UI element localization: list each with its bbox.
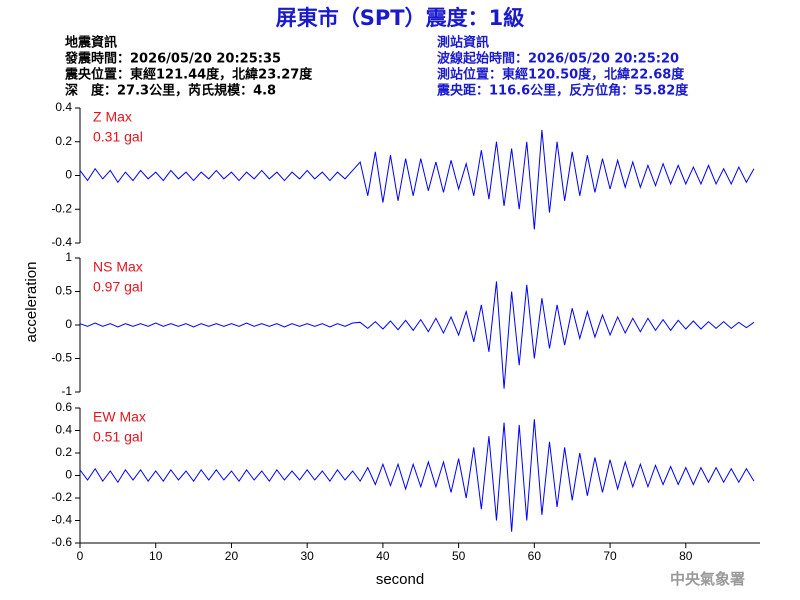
x-tick-label: 70 bbox=[603, 549, 617, 563]
x-axis-label: second bbox=[376, 571, 424, 588]
y-tick-label: -0.6 bbox=[51, 535, 72, 549]
station-line: 波線起始時間：2026/05/20 20:25:20 bbox=[437, 51, 679, 67]
station-line: 測站資訊 bbox=[437, 35, 489, 51]
y-tick-label: 0.4 bbox=[55, 100, 72, 114]
title: 屏東市（SPT）震度：1級 bbox=[276, 6, 524, 30]
y-tick-label: -0.2 bbox=[51, 201, 72, 215]
y-tick-label: 0 bbox=[65, 468, 72, 482]
panel-label: NS Max bbox=[93, 259, 143, 275]
x-tick-label: 40 bbox=[376, 549, 390, 563]
x-tick-label: 80 bbox=[679, 549, 693, 563]
panel-max: 0.97 gal bbox=[93, 279, 143, 295]
panel-max: 0.31 gal bbox=[93, 129, 143, 145]
y-tick-label: 0.6 bbox=[55, 400, 72, 414]
info-line: 深 度：27.3公里，芮氏規模：4.8 bbox=[65, 83, 276, 99]
y-tick-label: -1 bbox=[61, 384, 72, 398]
info-line: 發震時間：2026/05/20 20:25:35 bbox=[64, 51, 281, 67]
waveform bbox=[79, 419, 755, 532]
station-line: 震央距：116.6公里，反方位角：55.82度 bbox=[436, 83, 689, 99]
y-tick-label: -0.5 bbox=[51, 351, 72, 365]
station-line: 測站位置：東經120.50度，北緯22.68度 bbox=[437, 67, 685, 83]
waveform bbox=[79, 129, 755, 230]
y-tick-label: 0.2 bbox=[55, 134, 72, 148]
y-tick-label: -0.2 bbox=[51, 490, 72, 504]
y-tick-label: 1 bbox=[65, 250, 72, 264]
y-tick-label: 0.5 bbox=[55, 284, 72, 298]
footer: 中央氣象署 bbox=[670, 570, 745, 588]
y-tick-label: -0.4 bbox=[51, 235, 72, 249]
y-tick-label: 0.4 bbox=[55, 423, 72, 437]
panel-label: Z Max bbox=[93, 109, 132, 125]
y-tick-label: 0 bbox=[65, 317, 72, 331]
x-tick-label: 50 bbox=[452, 549, 466, 563]
x-tick-label: 20 bbox=[225, 549, 239, 563]
panel-label: EW Max bbox=[93, 409, 146, 425]
x-tick-label: 10 bbox=[149, 549, 163, 563]
x-tick-label: 30 bbox=[300, 549, 314, 563]
x-tick-label: 60 bbox=[528, 549, 542, 563]
y-tick-label: -0.4 bbox=[51, 513, 72, 527]
x-tick-label: 0 bbox=[77, 549, 84, 563]
y-tick-label: 0 bbox=[65, 168, 72, 182]
info-line: 地震資訊 bbox=[65, 35, 117, 51]
info-line: 震央位置：東經121.44度，北緯23.27度 bbox=[64, 67, 313, 83]
y-axis-label: acceleration bbox=[23, 262, 40, 343]
y-tick-label: 0.2 bbox=[55, 445, 72, 459]
panel-max: 0.51 gal bbox=[93, 429, 143, 445]
waveform bbox=[79, 281, 755, 389]
